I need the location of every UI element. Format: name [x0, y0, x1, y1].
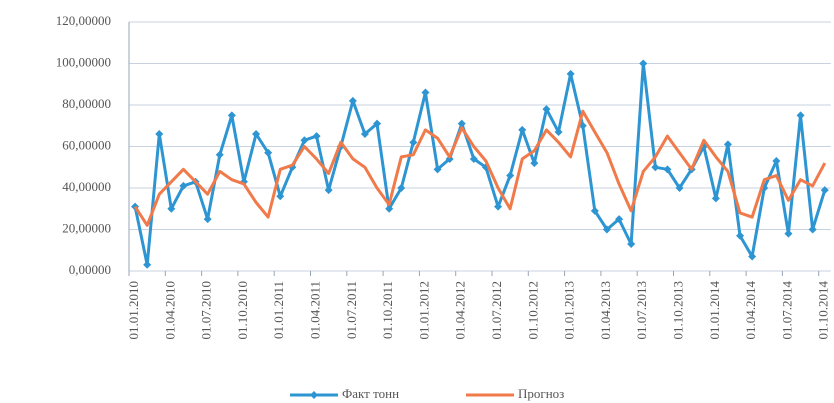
x-tick-label: 01.04.2010 [162, 281, 177, 340]
legend-label: Факт тонн [342, 386, 399, 401]
point [143, 260, 152, 269]
y-tick-label: 0,00000 [69, 262, 111, 277]
point [711, 194, 720, 203]
x-tick-label: 01.04.2012 [453, 281, 468, 340]
point [542, 105, 551, 114]
y-tick-label: 40,00000 [62, 179, 111, 194]
point [373, 119, 382, 128]
y-tick-label: 60,00000 [62, 137, 111, 152]
point [651, 163, 660, 172]
x-tick-label: 01.10.2013 [671, 281, 686, 340]
x-tick-label: 01.07.2011 [344, 281, 359, 339]
point [348, 96, 357, 105]
point [627, 240, 636, 249]
series-line [133, 62, 827, 267]
point [530, 159, 539, 168]
point [796, 111, 805, 120]
x-tick-label: 01.10.2010 [235, 281, 250, 340]
point [324, 186, 333, 195]
point [820, 186, 829, 195]
point [421, 88, 430, 97]
y-tick-label: 20,00000 [62, 220, 111, 235]
point [397, 184, 406, 192]
point [469, 154, 478, 163]
x-tick-label: 01.07.2013 [634, 281, 649, 340]
point [227, 111, 236, 120]
point [312, 132, 321, 141]
point [264, 148, 273, 157]
point [590, 206, 599, 215]
x-tick-label: 01.07.2010 [199, 281, 214, 340]
x-tick-label: 01.01.2013 [562, 281, 577, 340]
point [675, 184, 684, 192]
x-tick-label: 01.01.2012 [416, 281, 431, 340]
point [445, 154, 454, 163]
point [409, 138, 418, 147]
point [506, 171, 515, 180]
point [300, 136, 309, 145]
x-tick-label: 01.04.2014 [743, 281, 758, 340]
x-tick-label: 01.04.2011 [308, 281, 323, 339]
point [808, 225, 817, 234]
point [663, 165, 672, 174]
y-tick-label: 100,00000 [56, 54, 111, 69]
point [360, 130, 369, 139]
point [602, 225, 611, 234]
point [639, 59, 648, 68]
point [518, 125, 527, 134]
point [784, 229, 793, 238]
x-tick-label: 01.01.2010 [126, 281, 141, 340]
point [155, 130, 164, 139]
point [433, 165, 442, 174]
y-tick-label: 80,00000 [62, 96, 111, 111]
point [203, 215, 212, 224]
x-tick-label: 01.10.2012 [525, 281, 540, 340]
point [276, 192, 285, 201]
legend-label: Прогноз [518, 386, 564, 401]
point [167, 204, 176, 213]
x-tick-label: 01.10.2014 [816, 281, 831, 340]
point [252, 130, 261, 139]
x-tick-label: 01.10.2011 [380, 281, 395, 339]
point [736, 231, 745, 240]
point [215, 150, 224, 159]
point [615, 215, 624, 224]
series-line [133, 109, 827, 227]
point [748, 252, 757, 261]
x-tick-label: 01.01.2014 [707, 281, 722, 340]
point [457, 119, 466, 128]
point [494, 202, 503, 211]
x-tick-label: 01.04.2013 [598, 281, 613, 340]
x-tick-label: 01.07.2012 [489, 281, 504, 340]
x-tick-label: 01.01.2011 [271, 281, 286, 339]
legend-marker [310, 391, 318, 399]
point [179, 181, 188, 190]
y-tick-label: 120,00000 [56, 13, 111, 28]
x-tick-label: 01.07.2014 [779, 281, 794, 340]
point [772, 157, 781, 166]
point [566, 69, 575, 78]
point [723, 140, 732, 149]
point [385, 204, 394, 213]
point [554, 127, 563, 136]
